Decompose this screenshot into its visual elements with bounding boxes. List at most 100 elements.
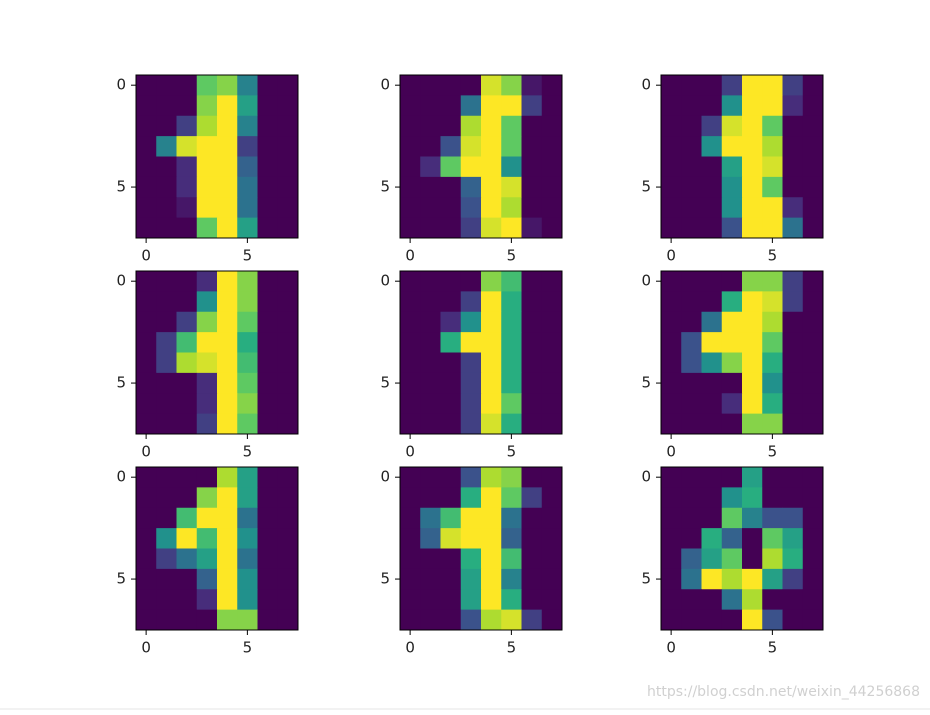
heatmap-cell <box>541 291 563 313</box>
heatmap-cell <box>481 95 502 117</box>
heatmap-cell <box>196 589 218 611</box>
heatmap-cell <box>136 311 157 333</box>
heatmap-cell <box>420 95 441 117</box>
heatmap-cell <box>400 176 421 198</box>
heatmap-cell <box>400 568 421 590</box>
heatmap-cell <box>802 372 824 394</box>
heatmap-cell <box>460 197 482 219</box>
heatmap-cell <box>420 136 441 157</box>
heatmap-cell <box>420 507 441 529</box>
heatmap-cell <box>782 197 804 219</box>
heatmap-cell <box>681 609 702 631</box>
heatmap-cell <box>440 487 462 509</box>
heatmap-cell <box>721 271 743 292</box>
y-tick-label: 5 <box>116 178 126 196</box>
heatmap-cell <box>802 197 824 219</box>
heatmap-cell <box>661 291 682 313</box>
heatmap-cell <box>257 548 279 570</box>
x-tick-label: 0 <box>141 443 151 461</box>
heatmap-cell <box>742 413 763 435</box>
heatmap-cell <box>681 156 702 178</box>
heatmap-cell <box>400 115 421 137</box>
heatmap-cell <box>742 589 763 611</box>
heatmap-cell <box>196 311 218 333</box>
heatmap-cell <box>257 176 279 198</box>
heatmap-cell <box>481 217 502 239</box>
heatmap-cell <box>440 95 462 117</box>
heatmap-cell <box>400 95 421 117</box>
heatmap-cell <box>782 609 804 631</box>
heatmap-cell <box>501 393 522 415</box>
heatmap-cell <box>541 487 563 509</box>
heatmap-cell <box>156 589 177 611</box>
heatmap-cell <box>257 156 279 178</box>
heatmap-cell <box>742 75 763 96</box>
heatmap-cell <box>501 136 522 157</box>
heatmap-cell <box>721 568 743 590</box>
heatmap-cell <box>782 311 804 333</box>
heatmap-cell <box>521 413 543 435</box>
heatmap-cell <box>257 352 279 374</box>
heatmap-cell <box>721 467 743 488</box>
heatmap-cell <box>782 528 804 549</box>
heatmap-cell <box>501 217 522 239</box>
heatmap-cell <box>782 487 804 509</box>
heatmap-cell <box>196 156 218 178</box>
heatmap-cell <box>257 291 279 313</box>
heatmap-cell <box>742 487 763 509</box>
heatmap-cell <box>701 548 723 570</box>
heatmap-cell <box>681 332 702 353</box>
heatmap-cell <box>501 589 522 611</box>
heatmap-cell <box>277 291 299 313</box>
heatmap-cell <box>277 467 299 488</box>
heatmap-cell <box>782 589 804 611</box>
heatmap-cell <box>701 311 723 333</box>
heatmap-cell <box>196 115 218 137</box>
heatmap-cell <box>661 197 682 219</box>
heatmap-cell <box>521 197 543 219</box>
heatmap-cell <box>521 487 543 509</box>
heatmap-cell <box>681 217 702 239</box>
heatmap-cell <box>802 217 824 239</box>
heatmap-cell <box>501 197 522 219</box>
heatmap-cell <box>156 75 177 96</box>
heatmap-cell <box>217 115 238 137</box>
heatmap-cell <box>762 115 783 137</box>
heatmap-cell <box>742 271 763 292</box>
heatmap-cell <box>661 95 682 117</box>
heatmap-cell <box>277 548 299 570</box>
heatmap-cell <box>176 75 198 96</box>
heatmap-cell <box>701 413 723 435</box>
heatmap-cell <box>501 311 522 333</box>
x-tick-label: 5 <box>243 639 253 657</box>
heatmap-cell <box>237 393 258 415</box>
heatmap-cell <box>541 393 563 415</box>
heatmap-cell <box>420 372 441 394</box>
heatmap-cell <box>460 487 482 509</box>
heatmap-cell <box>420 291 441 313</box>
heatmap-cell <box>802 393 824 415</box>
heatmap-cell <box>237 372 258 394</box>
heatmap-cell <box>460 156 482 178</box>
heatmap-cell <box>782 393 804 415</box>
heatmap-cell <box>701 95 723 117</box>
heatmap-cell <box>521 332 543 353</box>
heatmap-cell <box>237 75 258 96</box>
heatmap-cell <box>541 589 563 611</box>
heatmap-cell <box>681 271 702 292</box>
heatmap-cell <box>742 197 763 219</box>
y-tick-label: 0 <box>641 76 651 94</box>
heatmap-cell <box>721 156 743 178</box>
heatmap-cell <box>681 589 702 611</box>
heatmap-cell <box>217 352 238 374</box>
heatmap-cell <box>541 568 563 590</box>
heatmap-cell <box>762 393 783 415</box>
heatmap-cell <box>541 217 563 239</box>
heatmap-cell <box>176 176 198 198</box>
heatmap-cell <box>501 609 522 631</box>
heatmap-cell <box>661 217 682 239</box>
heatmap-cell <box>217 271 238 292</box>
heatmap-cell <box>481 291 502 313</box>
heatmap-cell <box>277 176 299 198</box>
heatmap-cell <box>762 311 783 333</box>
